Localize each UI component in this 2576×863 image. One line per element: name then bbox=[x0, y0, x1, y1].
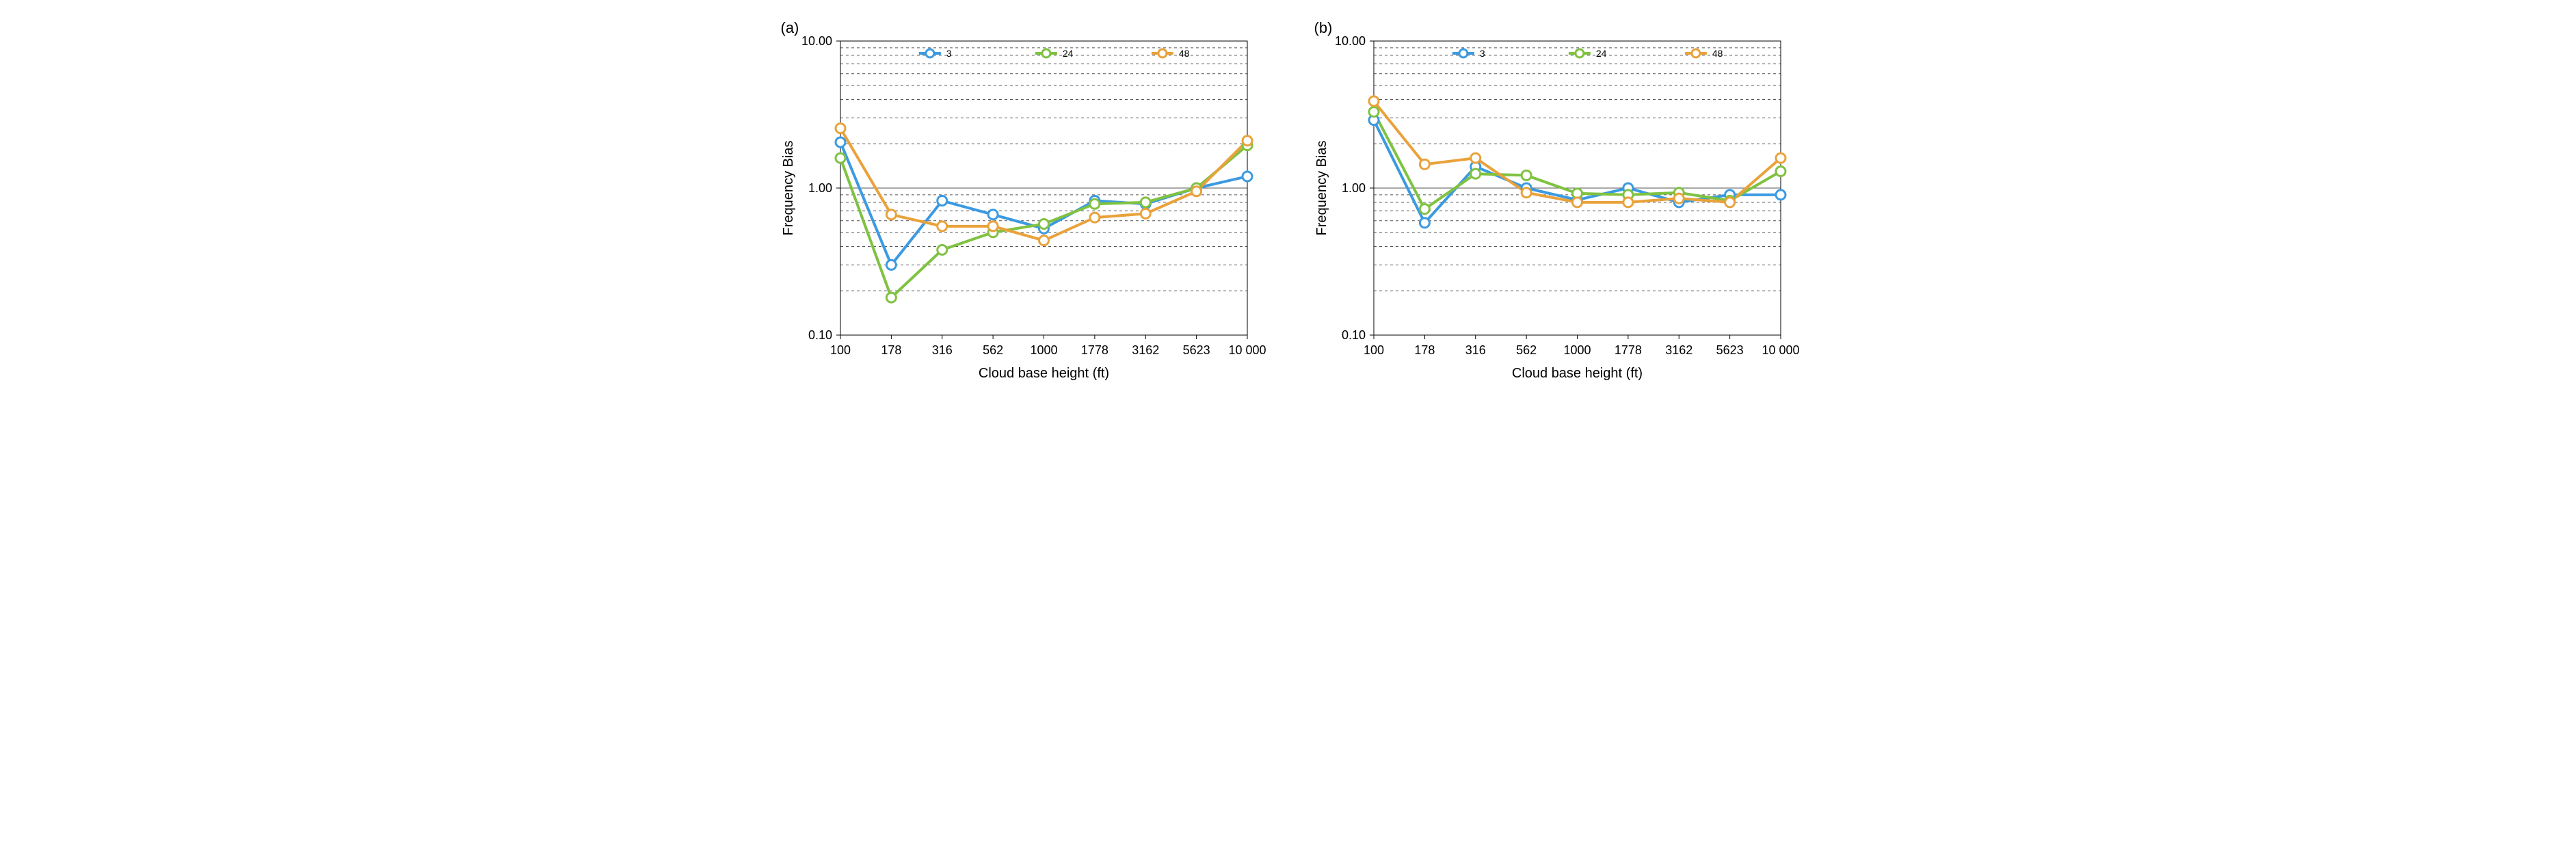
svg-text:Cloud base height (ft): Cloud base height (ft) bbox=[978, 366, 1108, 381]
svg-text:100: 100 bbox=[1363, 343, 1383, 357]
svg-text:5623: 5623 bbox=[1716, 343, 1743, 357]
svg-text:0.10: 0.10 bbox=[1341, 328, 1365, 342]
svg-text:Cloud base height (ft): Cloud base height (ft) bbox=[1511, 366, 1642, 381]
svg-text:10 000: 10 000 bbox=[1762, 343, 1799, 357]
svg-text:0.10: 0.10 bbox=[808, 328, 832, 342]
svg-text:3: 3 bbox=[1479, 48, 1485, 59]
svg-text:48: 48 bbox=[1712, 48, 1723, 59]
svg-text:Frequency Bias: Frequency Bias bbox=[781, 141, 796, 236]
svg-text:10 000: 10 000 bbox=[1228, 343, 1266, 357]
svg-text:3: 3 bbox=[946, 48, 951, 59]
svg-text:3162: 3162 bbox=[1132, 343, 1159, 357]
svg-text:316: 316 bbox=[1465, 343, 1485, 357]
svg-text:Frequency Bias: Frequency Bias bbox=[1314, 141, 1329, 236]
panel-label-b: (b) bbox=[1314, 19, 1333, 37]
svg-text:48: 48 bbox=[1178, 48, 1189, 59]
svg-text:562: 562 bbox=[983, 343, 1003, 357]
svg-text:1.00: 1.00 bbox=[808, 181, 832, 195]
svg-text:1778: 1778 bbox=[1080, 343, 1108, 357]
panel-label-a: (a) bbox=[781, 19, 799, 37]
svg-text:178: 178 bbox=[881, 343, 901, 357]
svg-text:100: 100 bbox=[829, 343, 850, 357]
svg-text:1.00: 1.00 bbox=[1341, 181, 1365, 195]
svg-text:1778: 1778 bbox=[1614, 343, 1641, 357]
svg-text:1000: 1000 bbox=[1030, 343, 1057, 357]
svg-text:1000: 1000 bbox=[1563, 343, 1591, 357]
svg-text:5623: 5623 bbox=[1182, 343, 1210, 357]
panel-b: (b) 100 178 316 562 1000 1778 3162 5623 10 000 0.… bbox=[1309, 14, 1801, 397]
svg-text:10.00: 10.00 bbox=[1334, 34, 1365, 48]
figure-container: (a) 100178316562100017783162562310 0000.… bbox=[14, 14, 2562, 397]
panel-a: (a) 100 178 316 562 1000 1778 3162 5623 10 000 0.… bbox=[775, 14, 1268, 397]
chart-b: 100 178 316 562 1000 1778 3162 5623 10 000 0.10 1.… bbox=[1309, 14, 1801, 397]
svg-text:10.00: 10.00 bbox=[801, 34, 832, 48]
chart-a: 100 178 316 562 1000 1778 3162 5623 10 000 0.10 1.… bbox=[775, 14, 1268, 397]
svg-text:24: 24 bbox=[1062, 48, 1073, 59]
svg-text:3162: 3162 bbox=[1665, 343, 1692, 357]
svg-text:24: 24 bbox=[1595, 48, 1606, 59]
svg-text:178: 178 bbox=[1414, 343, 1435, 357]
svg-text:562: 562 bbox=[1516, 343, 1537, 357]
svg-text:316: 316 bbox=[931, 343, 952, 357]
